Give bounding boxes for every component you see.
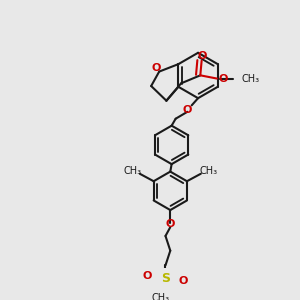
Text: O: O (218, 74, 227, 83)
Text: S: S (161, 272, 170, 285)
Text: CH₃: CH₃ (199, 166, 218, 176)
Text: O: O (166, 220, 175, 230)
Text: O: O (183, 105, 192, 115)
Text: CH₃: CH₃ (123, 166, 141, 176)
Text: O: O (142, 271, 152, 281)
Text: O: O (197, 51, 207, 61)
Text: CH₃: CH₃ (151, 293, 169, 300)
Text: CH₃: CH₃ (242, 74, 260, 83)
Text: O: O (179, 276, 188, 286)
Text: O: O (151, 63, 161, 74)
